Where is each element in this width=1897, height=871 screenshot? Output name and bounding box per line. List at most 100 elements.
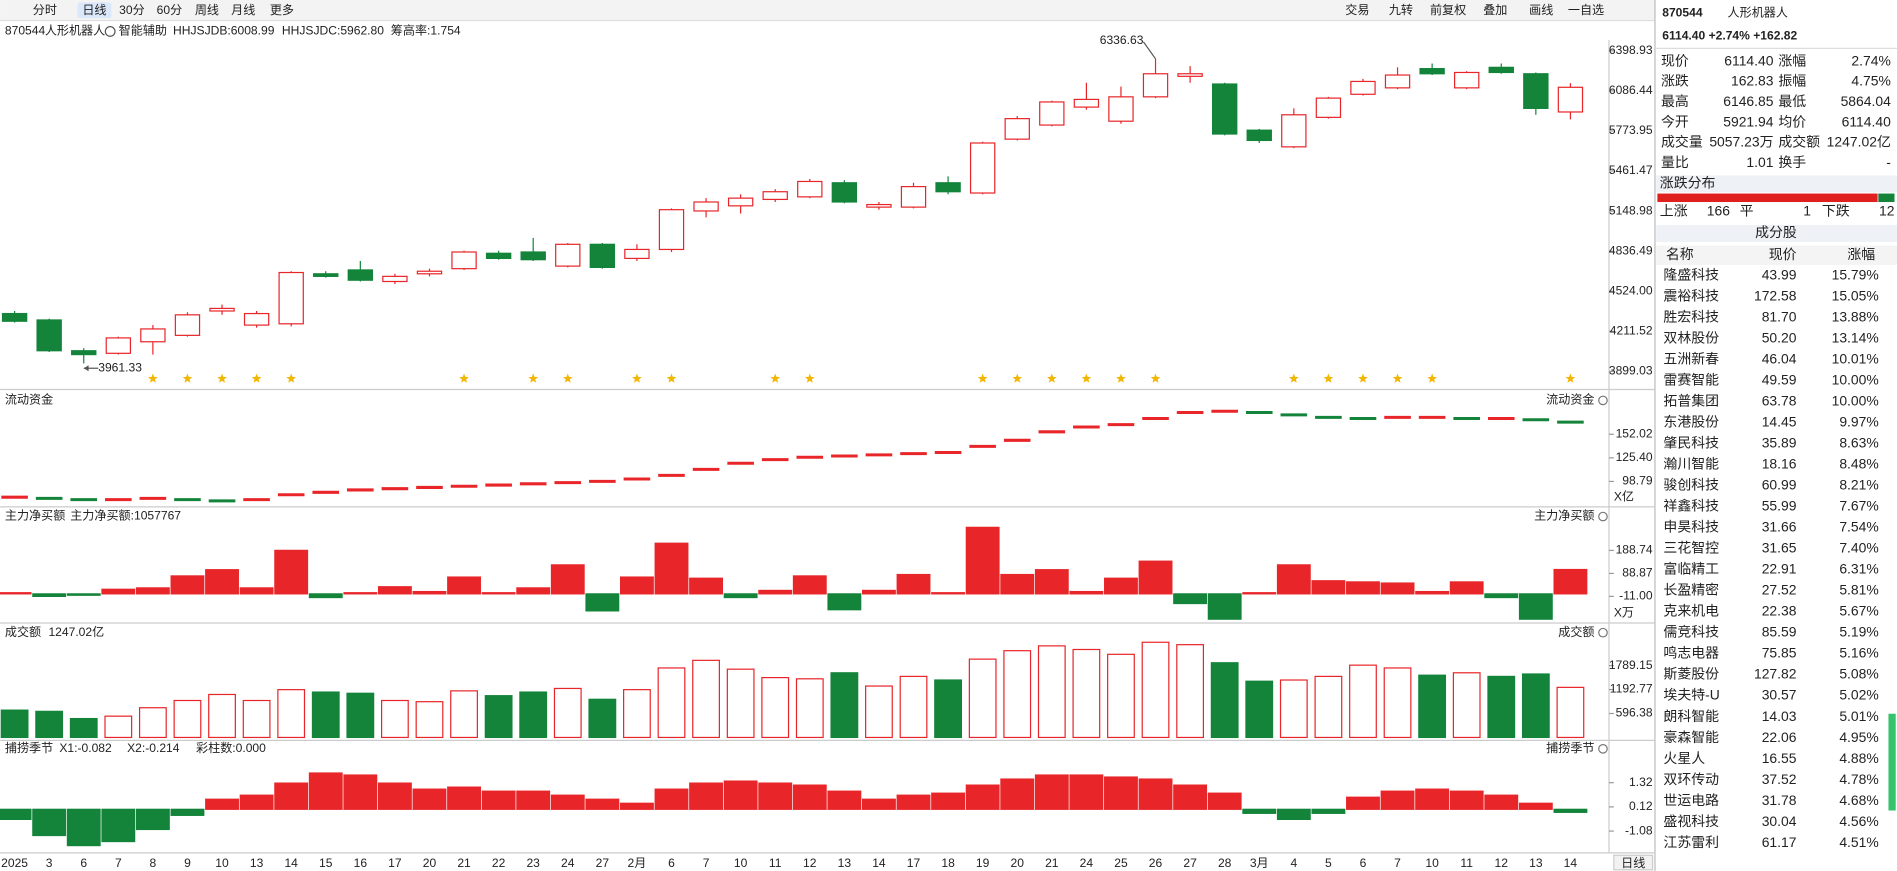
quote-value: 5057.23万 (1709, 134, 1773, 150)
y-tick-label: 98.79 (1622, 474, 1653, 488)
panel-settings[interactable] (1598, 627, 1608, 638)
panel-legend: X2:-0.214 (127, 741, 180, 755)
bar (32, 593, 67, 598)
stock-name[interactable]: 埃夫特-U (1663, 687, 1719, 703)
y-tick-label: 1789.15 (1609, 658, 1653, 672)
panel-title-right: 成交额 (1558, 624, 1594, 639)
bar (830, 672, 859, 739)
stock-name[interactable]: 胜宏科技 (1663, 309, 1719, 325)
bar (1415, 788, 1450, 810)
quote-label: 最高 (1661, 93, 1689, 109)
stock-change: 13.88% (1832, 309, 1879, 325)
candle-body (71, 350, 97, 356)
bar (1346, 796, 1380, 810)
panel-legend: 彩柱数:0.000 (196, 740, 266, 755)
stock-name[interactable]: 朗科智能 (1663, 708, 1719, 724)
stock-name[interactable]: 五洲新春 (1663, 351, 1719, 367)
bar (1138, 560, 1173, 595)
x-tick-label: 20 (423, 856, 437, 870)
bar (1276, 564, 1311, 595)
stock-change: 4.56% (1839, 813, 1878, 829)
stock-price: 14.03 (1762, 708, 1797, 724)
stock-name[interactable]: 申昊科技 (1663, 519, 1719, 535)
x-tick-label: 5 (1325, 856, 1332, 870)
stock-name[interactable]: 鸣志电器 (1663, 645, 1719, 661)
x-tick-label: 12 (803, 856, 817, 870)
tab[interactable]: 日线 (82, 3, 106, 17)
bar (32, 808, 67, 837)
panel-settings[interactable] (1598, 395, 1608, 406)
stock-name[interactable]: 江苏雷利 (1663, 834, 1719, 850)
toolbar-button[interactable]: 九转 (1389, 2, 1413, 17)
assist-icon[interactable] (104, 26, 116, 37)
bar (1138, 778, 1173, 810)
table-header[interactable]: 涨幅 (1847, 246, 1875, 262)
stock-name[interactable]: 斯菱股份 (1663, 666, 1719, 682)
stock-name[interactable]: 三花智控 (1663, 540, 1719, 556)
stock-name[interactable]: 火星人 (1663, 750, 1705, 766)
stock-name[interactable]: 雷赛智能 (1663, 372, 1719, 388)
candle-body (313, 273, 339, 277)
bar (1452, 672, 1481, 739)
unit-label: X万 (1614, 606, 1634, 620)
panel-title-right: 流动资金 (1546, 392, 1594, 407)
x-tick-label: 21 (1045, 856, 1059, 870)
scrollbar[interactable] (1888, 713, 1896, 811)
quote-label: 今开 (1661, 113, 1689, 129)
panel-title-right: 主力净买额 (1534, 509, 1594, 523)
tab[interactable]: 60分 (157, 3, 183, 17)
table-header[interactable]: 现价 (1769, 246, 1797, 262)
toolbar-button[interactable]: 画线 (1529, 3, 1553, 17)
stock-name[interactable]: 世运电路 (1663, 792, 1719, 808)
bar (239, 587, 274, 595)
x-tick-label: 17 (388, 856, 402, 870)
panel-settings[interactable] (1598, 511, 1608, 522)
toolbar-button[interactable]: 叠加 (1483, 3, 1507, 17)
tab[interactable]: 30分 (119, 3, 145, 17)
bar (1380, 790, 1415, 810)
toolbar-button[interactable]: 前复权 (1430, 2, 1466, 17)
stock-name[interactable]: 东港股份 (1663, 414, 1719, 430)
x-tick-label: 13 (1529, 856, 1543, 870)
stock-name[interactable]: 肇民科技 (1663, 435, 1719, 451)
stock-name[interactable]: 骏创科技 (1663, 477, 1719, 493)
stock-price: 22.91 (1762, 561, 1797, 577)
bar (173, 699, 202, 739)
bar (1556, 686, 1585, 739)
stock-name[interactable]: 富临精工 (1663, 561, 1719, 577)
tab[interactable]: 更多 (270, 3, 294, 17)
stock-name[interactable]: 盛视科技 (1663, 813, 1719, 829)
candle-body (1557, 86, 1584, 113)
stock-name[interactable]: 祥鑫科技 (1663, 498, 1719, 514)
stock-name[interactable]: 双环传动 (1663, 771, 1719, 787)
candle-body (1384, 74, 1411, 89)
stock-price: 22.06 (1762, 729, 1797, 745)
stock-name[interactable]: 震裕科技 (1663, 288, 1719, 304)
bar (1346, 581, 1380, 595)
y-tick-label: 188.74 (1616, 543, 1653, 557)
candle-body (278, 271, 304, 325)
bar (1311, 580, 1346, 595)
panel-settings[interactable] (1598, 743, 1608, 754)
x-tick-label: 6 (668, 856, 675, 870)
stock-name[interactable]: 克来机电 (1663, 603, 1719, 619)
y-tick-label: 596.38 (1616, 706, 1653, 720)
tab[interactable]: 周线 (195, 3, 219, 17)
bar (1104, 776, 1138, 810)
stock-name[interactable]: 瀚川智能 (1663, 456, 1719, 472)
stock-name[interactable]: 双林股份 (1663, 330, 1719, 346)
stock-name[interactable]: 长盈精密 (1663, 582, 1719, 598)
stock-name[interactable]: 拓普集团 (1663, 393, 1719, 409)
tab[interactable]: 分时 (33, 3, 57, 17)
toolbar-button[interactable]: 一自选 (1568, 3, 1604, 17)
stock-name[interactable]: 隆盛科技 (1663, 266, 1719, 282)
x-tick-label: 7 (1394, 856, 1401, 870)
stock-name[interactable]: 儒竞科技 (1663, 624, 1719, 640)
tab[interactable]: 月线 (231, 3, 255, 17)
candle-body (1488, 66, 1514, 74)
toolbar-button[interactable]: 交易 (1345, 2, 1369, 17)
panel-title: 主力净买额 (5, 509, 65, 523)
bar (1380, 582, 1415, 595)
candle-body (382, 275, 408, 283)
stock-name[interactable]: 豪森智能 (1663, 729, 1719, 745)
